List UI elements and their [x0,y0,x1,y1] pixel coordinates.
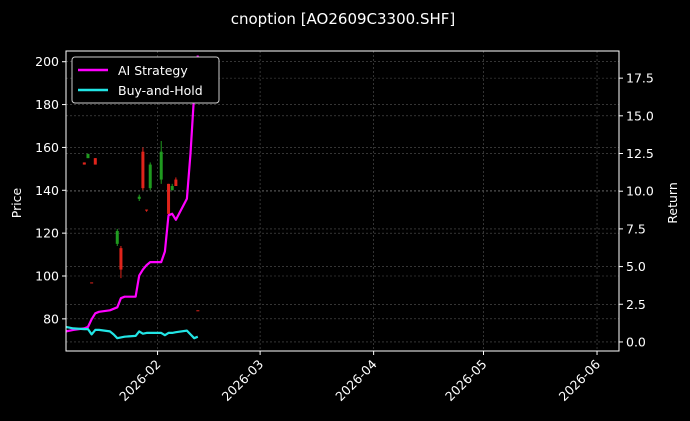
candle [167,183,171,214]
y-tick-left: 160 [35,140,59,155]
y-tick-left: 80 [43,311,59,326]
candle [145,209,149,211]
x-tick: 2026-05 [442,357,490,405]
x-axis: 2026-02 2026-03 2026-04 2026-05 2026-06 [116,351,603,404]
candle [93,158,97,165]
candle [115,231,119,244]
left-axis: 80 100 120 140 160 180 200 [35,54,66,326]
y-tick-right: 17.5 [626,71,654,86]
grid [66,51,619,351]
series-line-ai-strategy [66,55,199,333]
candle [196,310,200,312]
x-tick: 2026-04 [332,356,380,404]
candle [137,196,141,199]
y-axis-label-right: Return [665,182,680,223]
legend-box [71,56,220,104]
y-tick-right: 12.5 [626,146,654,161]
y-tick-right: 7.5 [626,221,646,236]
y-tick-right: 0.0 [626,334,646,349]
y-tick-left: 180 [35,97,59,112]
x-tick: 2026-03 [219,357,267,405]
candle [174,179,178,186]
candle [82,162,86,165]
candle [141,151,145,189]
y-tick-left: 120 [35,226,59,241]
candle [86,153,90,159]
y-axis-label-left: Price [9,187,24,218]
legend: AI Strategy Buy-and-Hold [71,56,220,104]
series-lines [66,55,199,340]
candle [159,151,163,180]
y-tick-right: 10.0 [626,184,654,199]
y-tick-right: 2.5 [626,297,646,312]
plot-frame [65,50,620,352]
series-line-buy-and-hold [66,325,199,340]
candle [90,282,94,284]
y-tick-right: 5.0 [626,259,646,274]
right-axis: 0.0 2.5 5.0 7.5 10.0 12.5 15.0 17.5 [619,71,654,349]
y-tick-left: 100 [35,269,59,284]
x-tick: 2026-02 [116,357,164,405]
candle [170,186,174,191]
legend-label-buy-and-hold: Buy-and-Hold [118,83,203,98]
candle [148,164,152,189]
legend-label-ai-strategy: AI Strategy [118,63,188,78]
chart-title: cnoption [AO2609C3300.SHF] [231,10,455,28]
candle [119,248,123,270]
y-tick-right: 15.0 [626,108,654,123]
candlesticks [82,141,200,312]
y-tick-left: 140 [35,183,59,198]
y-tick-left: 200 [35,54,59,69]
x-tick: 2026-06 [556,356,604,404]
